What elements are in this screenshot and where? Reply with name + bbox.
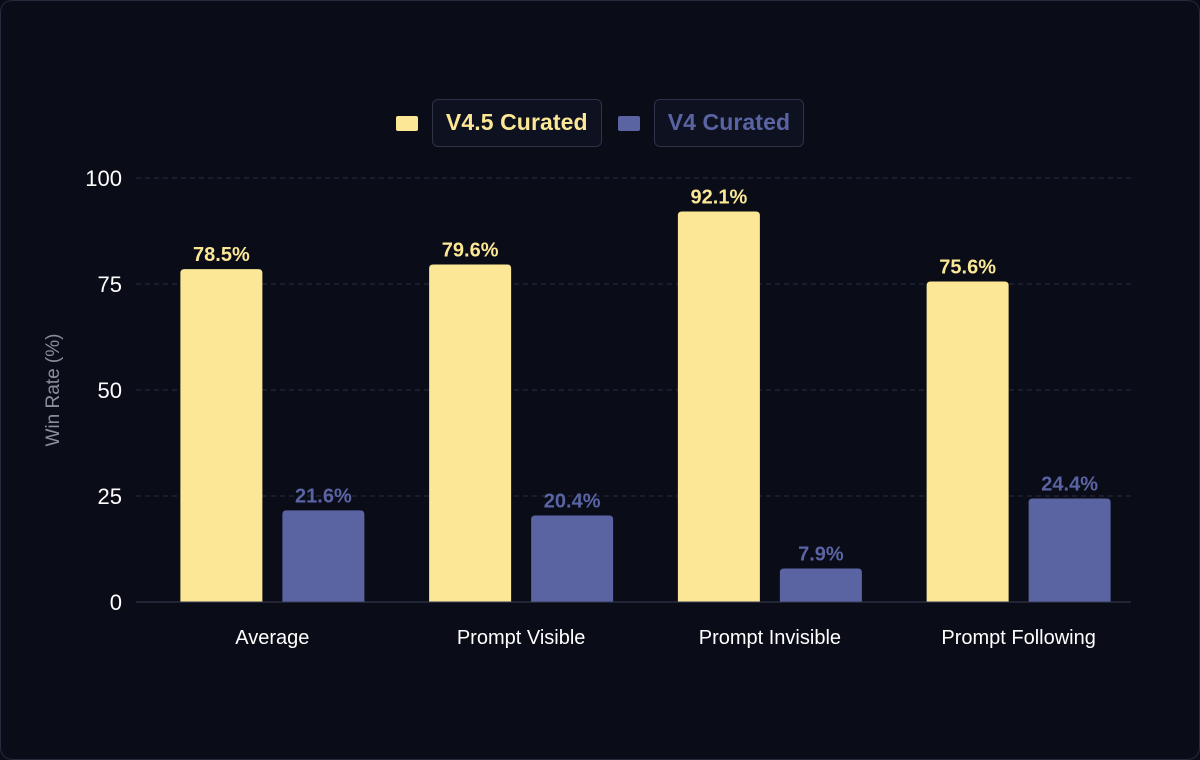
value-label-prompt-visible-v45: 79.6% (442, 239, 499, 261)
bar-average-v4 (282, 510, 365, 602)
legend-label-v45-curated: V4.5 Curated (431, 99, 602, 147)
bar-prompt-visible-v4 (531, 515, 614, 602)
legend-item-v45-curated[interactable]: V4.5 Curated (395, 99, 602, 147)
bar-prompt-invisible-v4 (779, 568, 862, 602)
bar-prompt-following-v4 (1028, 498, 1111, 602)
legend-swatch-v4-curated (617, 115, 640, 131)
x-tick-label-prompt-visible: Prompt Visible (457, 627, 586, 649)
bar-prompt-following-v45 (926, 281, 1009, 602)
value-label-prompt-invisible-v4: 7.9% (798, 544, 844, 566)
bars (180, 211, 1111, 602)
x-axis-ticks: Average Prompt Visible Prompt Invisible Pro… (235, 627, 1096, 649)
y-axis-ticks: 0 25 50 75 100 (85, 166, 122, 615)
value-label-average-v4: 21.6% (295, 485, 352, 507)
value-label-average-v45: 78.5% (193, 244, 250, 266)
value-label-prompt-following-v4: 24.4% (1041, 474, 1098, 496)
y-tick-label-25: 25 (98, 484, 122, 509)
x-tick-label-prompt-invisible: Prompt Invisible (699, 627, 841, 649)
bar-prompt-visible-v45 (429, 264, 512, 602)
value-label-prompt-visible-v4: 20.4% (544, 491, 601, 513)
y-tick-label-0: 0 (110, 590, 122, 615)
x-tick-label-average: Average (235, 627, 309, 649)
legend-swatch-v45-curated (395, 115, 418, 131)
y-tick-label-50: 50 (98, 378, 122, 403)
legend-item-v4-curated[interactable]: V4 Curated (617, 99, 805, 147)
bar-prompt-invisible-v45 (677, 211, 760, 602)
value-label-prompt-invisible-v45: 92.1% (691, 186, 748, 208)
y-axis-title: Win Rate (%) (43, 334, 64, 447)
legend: V4.5 Curated V4 Curated (1, 99, 1199, 147)
legend-label-v4-curated: V4 Curated (653, 99, 805, 147)
x-tick-label-prompt-following: Prompt Following (941, 627, 1096, 649)
bar-average-v45 (180, 269, 263, 602)
value-labels: 78.5% 21.6% 79.6% 20.4% 92.1% 7.9% 75.6% 24.4% (193, 186, 1098, 565)
y-tick-label-100: 100 (85, 166, 122, 191)
y-tick-label-75: 75 (98, 272, 122, 297)
value-label-prompt-following-v45: 75.6% (939, 256, 996, 278)
